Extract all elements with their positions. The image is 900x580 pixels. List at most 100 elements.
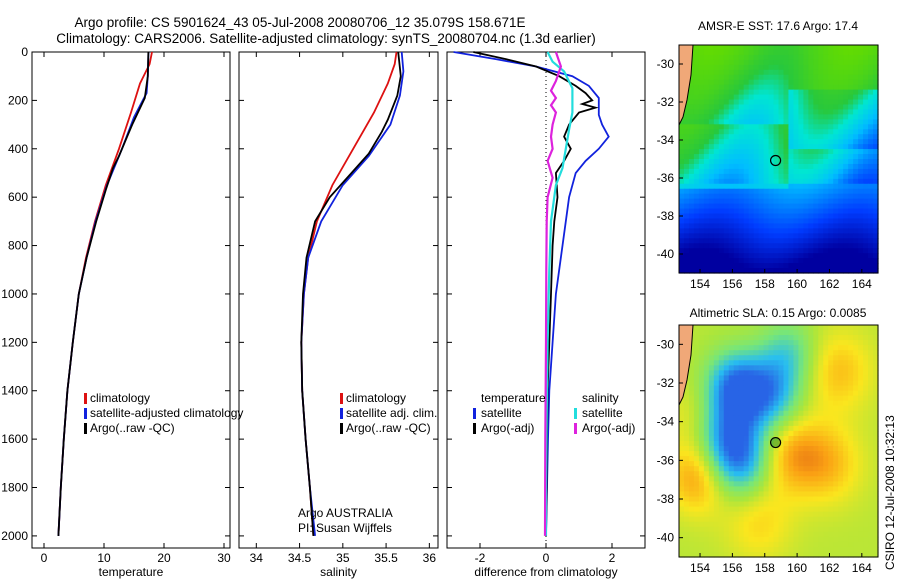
heatmap-cell <box>728 213 735 220</box>
heatmap-cell <box>733 109 740 115</box>
heatmap-cell <box>778 420 785 427</box>
heatmap-cell <box>788 531 795 538</box>
heatmap-cell <box>868 486 874 493</box>
heatmap-cell <box>863 49 869 56</box>
heatmap-cell <box>828 501 834 508</box>
heatmap-cell <box>723 405 730 412</box>
heatmap-cell <box>718 330 725 336</box>
heatmap-cell <box>703 516 710 523</box>
heatmap-cell <box>808 59 814 66</box>
heatmap-cell <box>753 233 760 239</box>
heatmap-cell <box>873 340 879 346</box>
heatmap-cell <box>798 325 804 331</box>
heatmap-cell <box>803 233 809 239</box>
heatmap-cell <box>793 466 799 472</box>
heatmap-cell <box>848 425 854 432</box>
heatmap-cell <box>793 198 799 205</box>
heatmap-cell <box>753 496 760 503</box>
heatmap-cell <box>788 89 795 96</box>
heatmap-cell <box>833 435 839 442</box>
heatmap-cell <box>733 521 740 528</box>
heatmap-cell <box>823 119 829 125</box>
heatmap-cell <box>803 84 809 91</box>
heatmap-cell <box>838 233 844 239</box>
heatmap-cell <box>788 193 795 200</box>
heatmap-cell <box>863 99 869 106</box>
heatmap-cell <box>693 233 700 239</box>
heatmap-cell <box>748 104 755 111</box>
heatmap-cell <box>758 94 765 101</box>
heatmap-cell <box>748 491 755 498</box>
heatmap-cell <box>748 149 755 155</box>
heatmap-cell <box>793 385 799 392</box>
heatmap-cell <box>713 213 720 220</box>
heatmap-cell <box>688 74 695 81</box>
heatmap-cell <box>758 481 765 487</box>
heatmap-cell <box>713 325 720 331</box>
heatmap-cell <box>838 119 844 125</box>
heatmap-cell <box>858 546 864 553</box>
heatmap-cell <box>693 94 700 101</box>
pi-note: PI: Susan Wijffels <box>298 521 392 535</box>
heatmap-cell <box>808 228 814 234</box>
heatmap-cell <box>733 526 740 533</box>
heatmap-cell <box>698 430 705 437</box>
heatmap-cell <box>798 496 804 503</box>
x-tick-label: 35.5 <box>374 551 398 565</box>
heatmap-cell <box>693 441 700 447</box>
heatmap-cell <box>758 84 765 91</box>
heatmap-cell <box>828 129 834 135</box>
heatmap-cell <box>683 253 690 259</box>
heatmap-cell <box>778 74 785 81</box>
heatmap-cell <box>863 430 869 437</box>
heatmap-cell <box>813 546 819 553</box>
heatmap-cell <box>813 486 819 493</box>
heatmap-cell <box>803 330 809 336</box>
heatmap-cell <box>733 405 740 412</box>
heatmap-cell <box>793 541 799 548</box>
heatmap-cell <box>868 441 874 447</box>
heatmap-cell <box>798 238 804 244</box>
heatmap-cell <box>783 154 790 160</box>
heatmap-cell <box>873 263 879 269</box>
heatmap-cell <box>868 253 874 259</box>
heatmap-cell <box>728 64 735 71</box>
heatmap-cell <box>688 183 695 190</box>
heatmap-cell <box>703 144 710 150</box>
heatmap-cell <box>858 451 864 457</box>
heatmap-cell <box>853 183 859 190</box>
heatmap-cell <box>688 380 695 387</box>
heatmap-cell <box>848 415 854 422</box>
x-tick-label: -2 <box>475 551 486 565</box>
heatmap-cell <box>783 390 790 397</box>
heatmap-cell <box>818 380 824 387</box>
heatmap-cell <box>783 466 790 472</box>
heatmap-cell <box>783 149 790 155</box>
heatmap-cell <box>698 526 705 533</box>
heatmap-cell <box>768 45 775 51</box>
heatmap-cell <box>843 79 849 86</box>
heatmap-cell <box>763 134 770 140</box>
heatmap-cell <box>728 129 735 135</box>
heatmap-cell <box>808 208 814 215</box>
heatmap-cell <box>748 551 755 558</box>
heatmap-cell <box>733 390 740 397</box>
heatmap-cell <box>743 380 750 387</box>
heatmap-cell <box>763 325 770 331</box>
heatmap-cell <box>713 54 720 61</box>
heatmap-cell <box>693 253 700 259</box>
x-axis-label-temperature: temperature <box>99 565 164 579</box>
heatmap-cell <box>768 253 775 259</box>
heatmap-cell <box>753 84 760 91</box>
heatmap-cell <box>833 69 839 76</box>
heatmap-cell <box>828 119 834 125</box>
heatmap-cell <box>823 360 829 366</box>
heatmap-cell <box>853 49 859 56</box>
heatmap-cell <box>763 446 770 452</box>
heatmap-cell <box>723 188 730 195</box>
heatmap-cell <box>763 481 770 487</box>
heatmap-cell <box>708 248 715 254</box>
heatmap-cell <box>873 435 879 442</box>
